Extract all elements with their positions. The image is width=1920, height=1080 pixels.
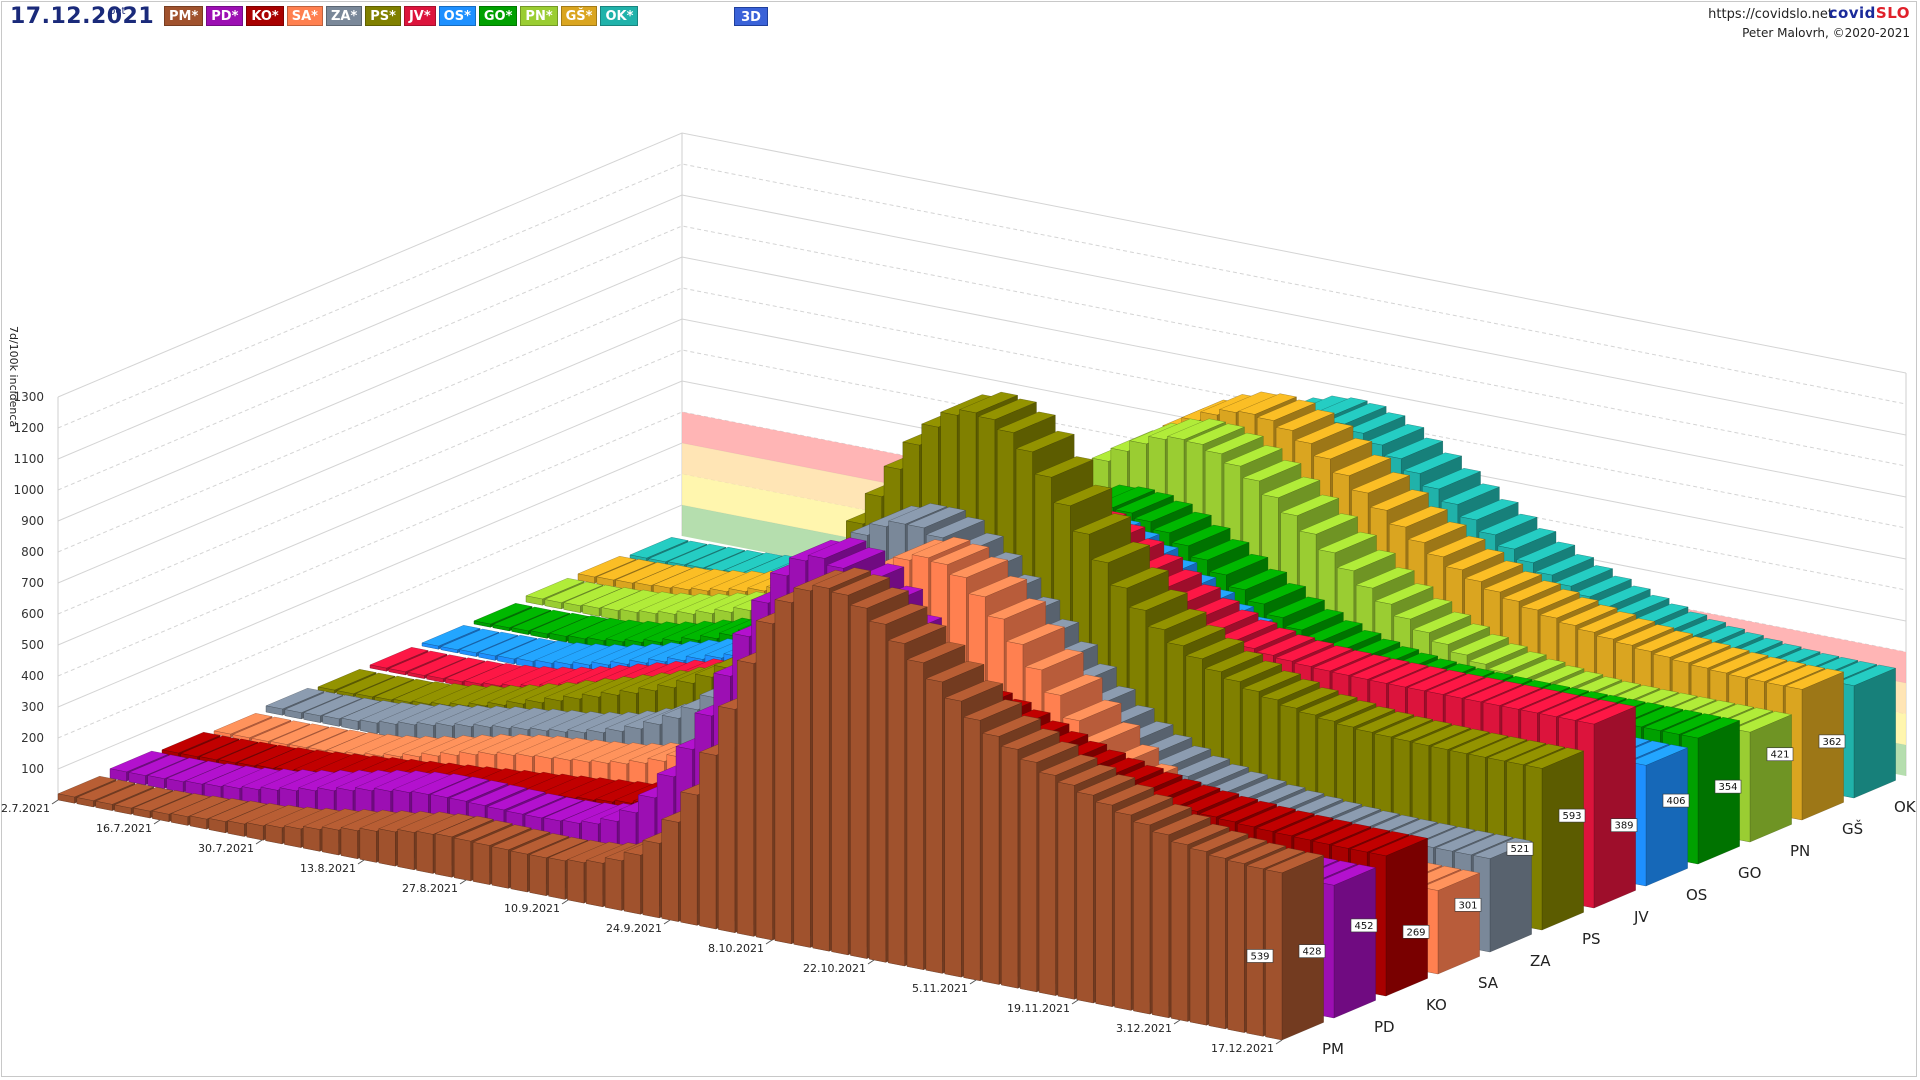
- author-credit: Peter Malovrh, ©2020-2021: [1742, 26, 1910, 40]
- y-axis-label: 7d/100k incidenca: [7, 326, 20, 428]
- brand-text-slo: SLO: [1875, 4, 1910, 22]
- legend-chip-0[interactable]: PM*: [164, 6, 204, 26]
- legend-chip-6[interactable]: JV*: [403, 6, 436, 26]
- legend-chip-1[interactable]: PD*: [206, 6, 244, 26]
- legend-chip-3[interactable]: SA*: [286, 6, 323, 26]
- page-title: 17.12.2021: [10, 4, 155, 29]
- legend-chip-11[interactable]: OK*: [600, 6, 639, 26]
- legend-chip-9[interactable]: PN*: [520, 6, 558, 26]
- day-label: pet: [109, 6, 126, 17]
- site-url-link[interactable]: https://covidslo.net: [1708, 7, 1833, 22]
- view-3d-button[interactable]: 3D: [734, 7, 768, 26]
- brand-text-covid: covid: [1828, 4, 1876, 22]
- legend-chip-4[interactable]: ZA*: [325, 6, 363, 26]
- brand-logo: covidSLO: [1829, 4, 1910, 22]
- legend-chip-7[interactable]: OS*: [438, 6, 476, 26]
- legend-chip-8[interactable]: GO*: [478, 6, 518, 26]
- legend-chip-10[interactable]: GŠ*: [560, 6, 598, 26]
- legend-chip-5[interactable]: PS*: [365, 6, 401, 26]
- legend-chip-2[interactable]: KO*: [246, 6, 284, 26]
- region-legend: PM* PD* KO* SA* ZA* PS* JV* OS* GO* PN* GŠ* OK*: [164, 6, 639, 26]
